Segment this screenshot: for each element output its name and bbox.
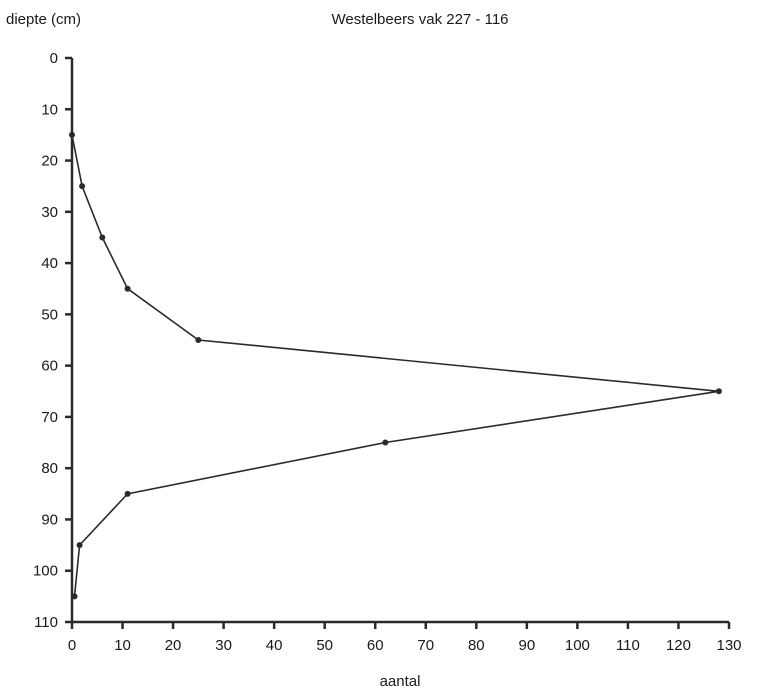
data-point — [69, 131, 75, 138]
x-tick-label: 70 — [417, 637, 434, 654]
data-point — [71, 593, 78, 600]
data-point — [99, 234, 106, 241]
y-tick-label: 100 — [33, 563, 58, 580]
x-tick-label: 60 — [367, 637, 384, 654]
y-tick-label: 0 — [50, 50, 58, 67]
x-tick-label: 80 — [468, 637, 485, 654]
data-point — [715, 388, 722, 395]
y-axis-ticks: 0 10 20 30 40 50 60 70 80 90 100 110 — [33, 50, 72, 631]
x-tick-label: 50 — [316, 637, 333, 654]
y-tick-label: 70 — [41, 409, 58, 426]
x-tick-label: 20 — [165, 637, 182, 654]
y-tick-label: 110 — [34, 614, 58, 631]
x-tick-label: 120 — [666, 637, 691, 654]
y-tick-label: 50 — [41, 306, 58, 323]
y-tick-label: 80 — [41, 460, 58, 477]
series-line — [71, 134, 720, 597]
y-tick-label: 60 — [41, 358, 58, 375]
data-point — [79, 183, 86, 190]
y-tick-label: 20 — [41, 153, 58, 170]
data-point — [76, 542, 83, 549]
y-tick-label: 30 — [41, 204, 58, 221]
x-axis-ticks: 0 10 20 30 40 50 60 70 80 90 100 110 120 130 — [68, 622, 742, 654]
x-axis-title: aantal — [380, 673, 421, 690]
x-tick-label: 0 — [68, 637, 76, 654]
y-tick-label: 10 — [41, 101, 58, 118]
data-point — [124, 285, 131, 292]
x-tick-label: 30 — [215, 637, 232, 654]
x-tick-label: 100 — [565, 637, 590, 654]
y-tick-label: 90 — [41, 511, 58, 528]
chart-title: Westelbeers vak 227 - 116 — [331, 11, 508, 28]
data-point — [124, 490, 131, 497]
x-tick-label: 110 — [616, 637, 640, 654]
axes — [70, 58, 729, 624]
x-tick-label: 40 — [266, 637, 283, 654]
y-axis-title: diepte (cm) — [6, 11, 81, 28]
data-point — [195, 337, 202, 343]
data-point — [382, 439, 389, 446]
x-tick-label: 130 — [716, 637, 741, 654]
x-tick-label: 10 — [114, 637, 131, 654]
data-series — [69, 131, 722, 600]
y-tick-label: 40 — [41, 255, 58, 272]
x-tick-label: 90 — [519, 637, 536, 654]
